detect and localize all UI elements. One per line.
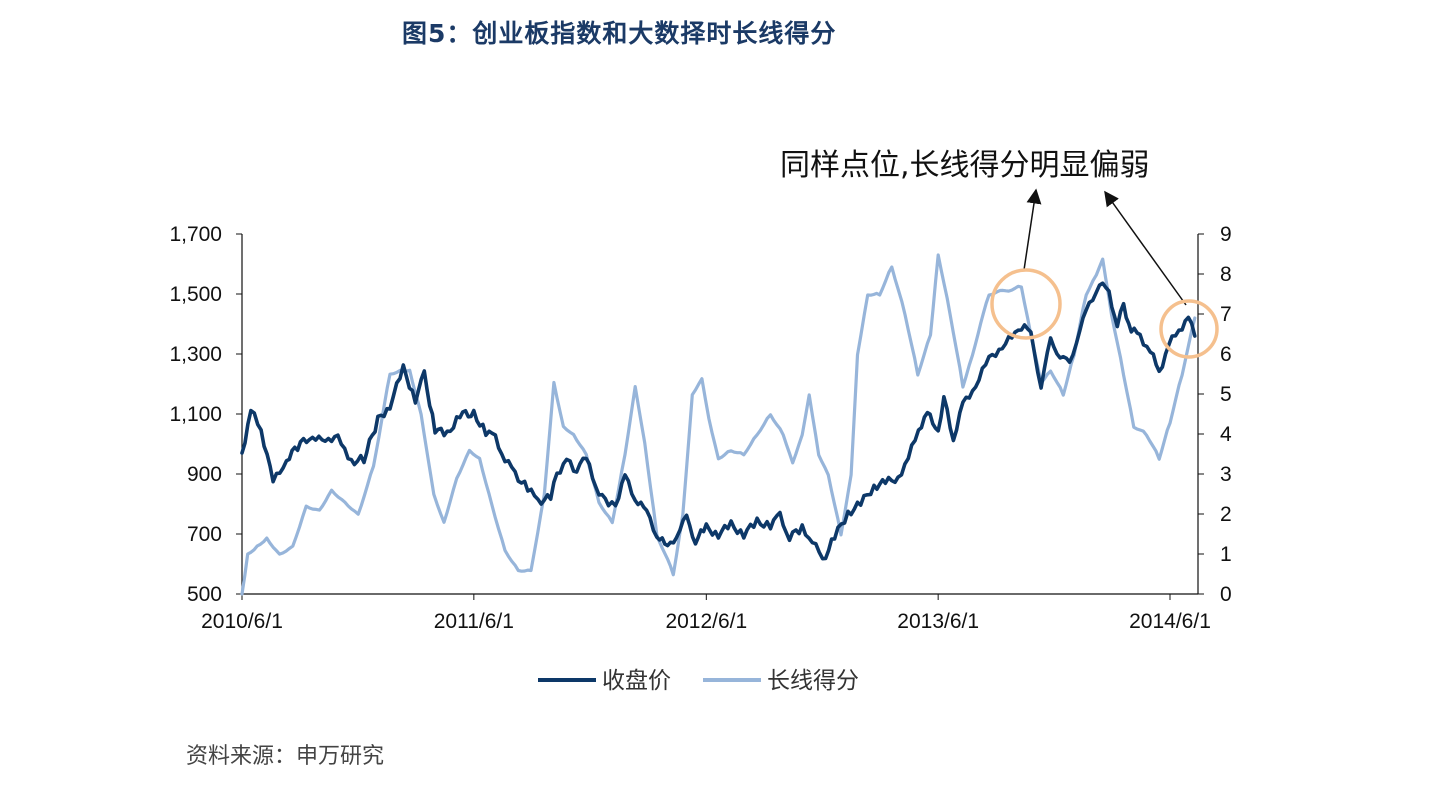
y-right-tick-label: 3 [1220,463,1232,486]
y-left-tick-label: 1,500 [169,283,222,306]
y-left-tick-label: 1,700 [169,223,222,246]
y-right-tick-label: 6 [1220,343,1232,366]
y-left-tick-label: 700 [187,523,222,546]
highlight-circle-2 [1159,299,1219,359]
y-right-tick-label: 9 [1220,223,1232,246]
y-right-tick-label: 0 [1220,583,1232,606]
y-left-tick-label: 1,300 [169,343,222,366]
series-line-long-score [240,253,1197,596]
y-right-tick-label: 7 [1220,303,1232,326]
annotation-text: 同样点位,长线得分明显偏弱 [780,148,1150,183]
y-left-tick-label: 500 [187,583,222,606]
y-left-tick-label: 1,100 [169,403,222,426]
annotation-arrow-2 [1104,190,1187,306]
highlight-circle-1 [990,268,1062,340]
y-left-tick-label: 900 [187,463,222,486]
y-right-tick-label: 4 [1220,423,1232,446]
annotation-arrow-1 [1023,188,1042,271]
series-group [240,253,1197,596]
x-tick-label: 2010/6/1 [201,610,283,633]
legend: 收盘价 长线得分 [538,668,859,694]
axes-group: 500 700 900 1,100 1,300 1,500 1,700 0 1 2 3 4 5 6 7 8 9 2… [169,223,1232,633]
y-right-tick-label: 1 [1220,543,1232,566]
x-tick-label: 2011/6/1 [434,610,514,633]
x-tick-label: 2012/6/1 [665,610,747,633]
y-right-tick-label: 5 [1220,383,1232,406]
legend-label-0: 收盘价 [602,668,671,694]
legend-label-1: 长线得分 [767,668,859,694]
chart-title: 图5：创业板指数和大数择时长线得分 [402,19,837,48]
y-right-tick-label: 8 [1220,263,1232,286]
x-tick-label: 2014/6/1 [1129,610,1211,633]
source-note: 资料来源：申万研究 [186,744,385,769]
y-right-tick-label: 2 [1220,503,1232,526]
x-tick-label: 2013/6/1 [897,610,979,633]
series-line-close-price [240,281,1197,561]
overlay-group [990,188,1219,359]
